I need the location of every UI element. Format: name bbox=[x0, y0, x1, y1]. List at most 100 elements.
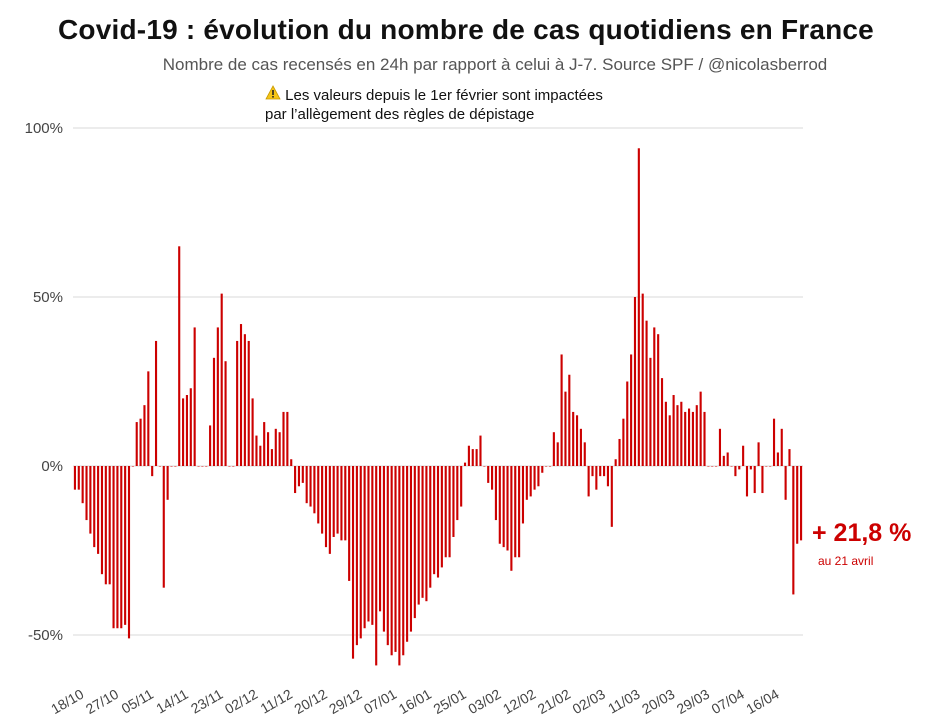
bar bbox=[471, 449, 474, 466]
bar bbox=[668, 415, 671, 466]
bar bbox=[135, 422, 138, 466]
bar bbox=[433, 466, 436, 575]
warning-icon bbox=[265, 85, 281, 105]
bar bbox=[317, 466, 320, 524]
bar bbox=[444, 466, 447, 558]
bar bbox=[564, 391, 567, 466]
bar bbox=[672, 395, 675, 466]
bar bbox=[182, 398, 185, 466]
bar bbox=[742, 445, 745, 466]
x-tick-label: 03/02 bbox=[465, 686, 504, 717]
x-tick-label: 07/04 bbox=[709, 686, 748, 717]
bar bbox=[409, 466, 413, 632]
bar bbox=[355, 466, 358, 646]
bar bbox=[788, 449, 791, 466]
x-tick-label: 12/02 bbox=[500, 686, 539, 717]
bar bbox=[425, 466, 428, 602]
bar bbox=[328, 466, 331, 554]
bar bbox=[784, 466, 787, 500]
bar bbox=[386, 466, 389, 646]
x-axis-labels: 18/1027/1005/1114/1123/1102/1211/1220/12… bbox=[48, 686, 782, 717]
bar bbox=[344, 466, 347, 541]
bar bbox=[680, 401, 683, 466]
note-line-1: Les valeurs depuis le 1er février sont i… bbox=[285, 87, 603, 104]
bar bbox=[162, 466, 165, 588]
bar bbox=[753, 466, 756, 494]
x-tick-label: 11/03 bbox=[605, 686, 643, 717]
bar bbox=[313, 466, 316, 514]
bar bbox=[707, 466, 710, 467]
bar bbox=[127, 466, 131, 639]
bar bbox=[309, 466, 312, 507]
bar bbox=[77, 466, 80, 490]
bar bbox=[583, 442, 586, 466]
x-tick-label: 27/10 bbox=[83, 686, 122, 717]
bar bbox=[104, 466, 107, 585]
bar bbox=[463, 462, 467, 466]
bar bbox=[266, 432, 270, 466]
bar bbox=[548, 466, 552, 467]
bar bbox=[560, 354, 563, 466]
bar bbox=[572, 411, 575, 466]
bar bbox=[421, 466, 424, 598]
bar bbox=[348, 466, 351, 581]
chart-title: Covid-19 : évolution du nombre de cas qu… bbox=[58, 14, 874, 45]
bar bbox=[494, 466, 497, 521]
bar bbox=[715, 466, 718, 467]
bar bbox=[456, 466, 459, 521]
bar bbox=[684, 411, 687, 466]
bar bbox=[796, 466, 799, 544]
bar bbox=[151, 466, 154, 477]
bar bbox=[379, 466, 382, 612]
y-tick-label: 0% bbox=[41, 458, 63, 475]
bar bbox=[614, 459, 617, 466]
bar bbox=[479, 435, 482, 466]
latest-value-callout: + 21,8 % bbox=[812, 519, 912, 547]
bar bbox=[711, 466, 714, 467]
bar bbox=[147, 371, 150, 466]
bar bbox=[703, 411, 706, 466]
bar bbox=[521, 466, 525, 524]
x-tick-label: 07/01 bbox=[361, 686, 400, 717]
x-tick-label: 25/01 bbox=[430, 686, 469, 717]
bar bbox=[776, 452, 779, 466]
bar bbox=[467, 445, 470, 466]
bar bbox=[633, 297, 637, 466]
bar bbox=[483, 466, 486, 467]
bar bbox=[529, 466, 532, 497]
bar bbox=[81, 466, 84, 504]
bar bbox=[653, 327, 656, 466]
bar bbox=[398, 466, 401, 666]
bar bbox=[375, 466, 378, 666]
x-tick-label: 11/12 bbox=[258, 686, 296, 717]
bar bbox=[487, 466, 490, 483]
bar bbox=[89, 466, 92, 534]
bar bbox=[800, 466, 803, 541]
bar bbox=[170, 466, 173, 467]
bar bbox=[734, 466, 737, 477]
bar bbox=[537, 466, 540, 487]
bar bbox=[131, 466, 134, 467]
bar bbox=[657, 334, 660, 466]
bar bbox=[120, 466, 123, 629]
bar bbox=[518, 466, 521, 558]
y-tick-label: 50% bbox=[33, 289, 63, 306]
bar bbox=[321, 466, 324, 534]
chart-subtitle: Nombre de cas recensés en 24h par rappor… bbox=[162, 55, 828, 74]
bar bbox=[108, 466, 111, 585]
bar bbox=[174, 466, 177, 467]
bar bbox=[510, 466, 513, 571]
bar bbox=[93, 466, 96, 548]
bar bbox=[394, 466, 397, 652]
bar bbox=[676, 405, 679, 466]
bar bbox=[660, 378, 664, 466]
bar bbox=[649, 357, 652, 466]
bar bbox=[541, 466, 544, 473]
bar bbox=[201, 466, 204, 467]
bar bbox=[460, 466, 463, 507]
bar bbox=[178, 246, 181, 466]
bar bbox=[154, 340, 158, 466]
bar bbox=[255, 435, 258, 466]
bar bbox=[324, 466, 328, 548]
bar bbox=[85, 466, 88, 521]
